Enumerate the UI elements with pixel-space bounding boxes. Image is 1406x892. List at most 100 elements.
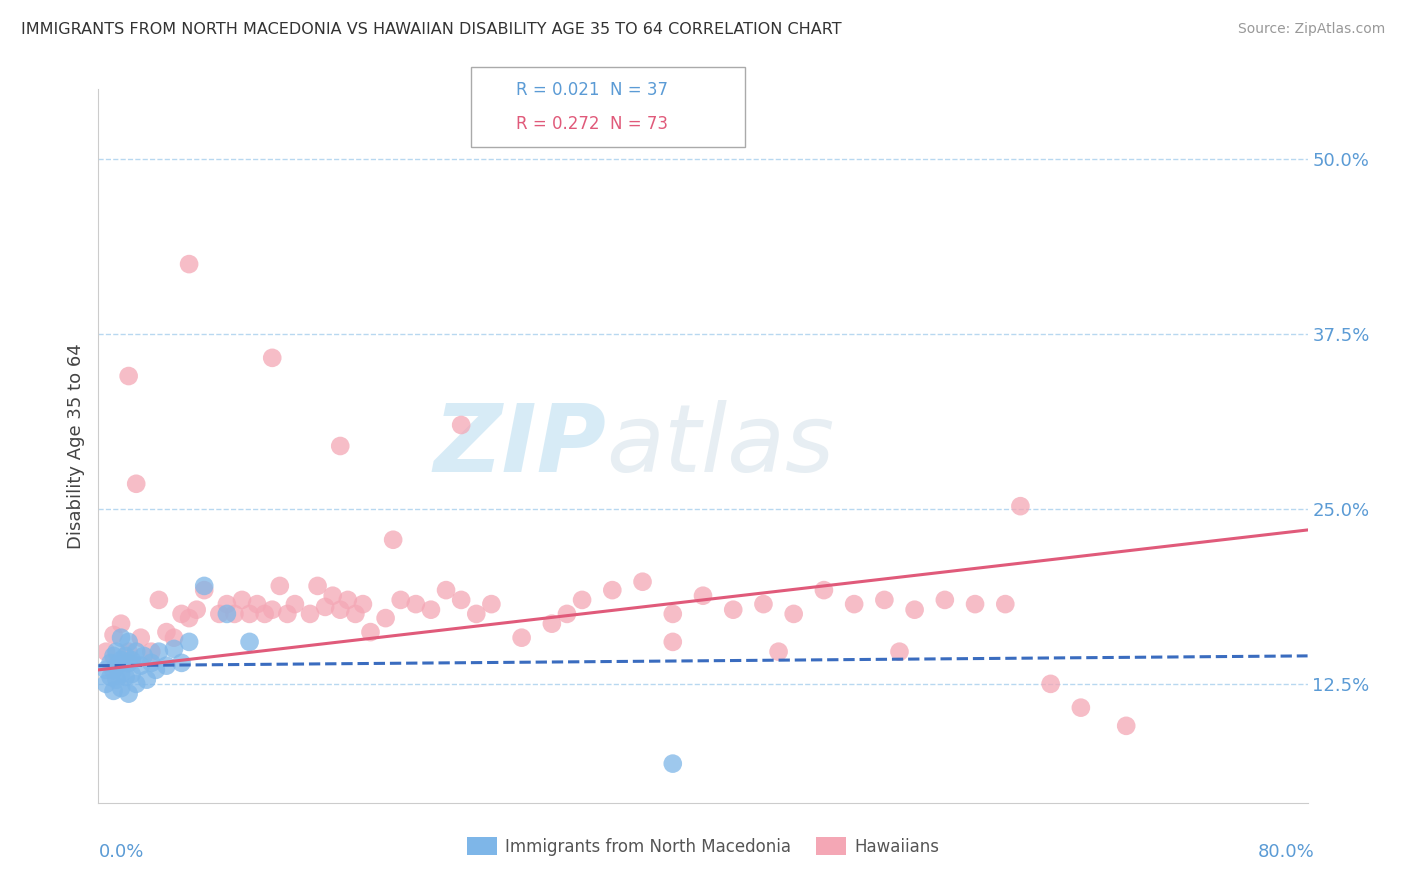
Point: [262, 603, 284, 617]
Point: [571, 593, 593, 607]
Point: [434, 583, 457, 598]
Point: [661, 607, 683, 621]
Point: [110, 631, 132, 645]
Point: [193, 579, 215, 593]
Point: [114, 648, 136, 663]
Point: [110, 653, 132, 667]
Point: [231, 593, 253, 607]
Y-axis label: Disability Age 35 to 64: Disability Age 35 to 64: [66, 343, 84, 549]
Point: [125, 677, 148, 691]
Point: [661, 635, 683, 649]
Point: [352, 597, 374, 611]
Point: [314, 599, 336, 614]
Text: 80.0%: 80.0%: [1258, 843, 1315, 861]
Text: IMMIGRANTS FROM NORTH MACEDONIA VS HAWAIIAN DISABILITY AGE 35 TO 64 CORRELATION : IMMIGRANTS FROM NORTH MACEDONIA VS HAWAI…: [21, 22, 842, 37]
Point: [555, 607, 578, 621]
Point: [239, 635, 262, 649]
Point: [118, 369, 141, 384]
Point: [405, 597, 427, 611]
Point: [118, 635, 141, 649]
Point: [103, 684, 125, 698]
Point: [336, 593, 359, 607]
Point: [420, 603, 443, 617]
Point: [129, 631, 152, 645]
Point: [481, 597, 503, 611]
Point: [389, 593, 412, 607]
Point: [994, 597, 1017, 611]
Point: [322, 589, 344, 603]
Point: [193, 583, 215, 598]
Point: [155, 625, 177, 640]
Point: [965, 597, 987, 611]
Point: [103, 628, 125, 642]
Point: [121, 653, 143, 667]
Point: [132, 648, 155, 663]
Point: [118, 645, 141, 659]
Point: [631, 574, 654, 589]
Point: [1115, 719, 1137, 733]
Point: [110, 681, 132, 695]
Point: [246, 597, 269, 611]
Text: ZIP: ZIP: [433, 400, 606, 492]
Text: Source: ZipAtlas.com: Source: ZipAtlas.com: [1237, 22, 1385, 37]
Point: [224, 607, 246, 621]
Point: [94, 663, 117, 677]
Point: [253, 607, 276, 621]
Point: [121, 667, 143, 681]
Point: [110, 616, 132, 631]
Point: [692, 589, 714, 603]
Point: [135, 673, 157, 687]
Point: [179, 611, 201, 625]
Point: [105, 645, 128, 659]
Point: [783, 607, 806, 621]
Point: [110, 667, 132, 681]
Text: R = 0.272  N = 73: R = 0.272 N = 73: [516, 115, 668, 133]
Point: [768, 645, 790, 659]
Point: [723, 603, 745, 617]
Text: atlas: atlas: [606, 401, 835, 491]
Point: [844, 597, 866, 611]
Point: [329, 603, 352, 617]
Point: [1039, 677, 1062, 691]
Point: [94, 677, 117, 691]
Point: [114, 670, 136, 684]
Point: [934, 593, 956, 607]
Point: [186, 603, 208, 617]
Point: [510, 631, 533, 645]
Point: [889, 645, 911, 659]
Point: [307, 579, 329, 593]
Point: [374, 611, 396, 625]
Point: [284, 597, 307, 611]
Legend: Immigrants from North Macedonia, Hawaiians: Immigrants from North Macedonia, Hawaiia…: [460, 830, 946, 863]
Point: [141, 645, 163, 659]
Point: [118, 656, 141, 670]
Point: [329, 439, 352, 453]
Text: 0.0%: 0.0%: [98, 843, 143, 861]
Point: [163, 631, 186, 645]
Point: [299, 607, 322, 621]
Point: [873, 593, 896, 607]
Point: [752, 597, 775, 611]
Point: [450, 593, 472, 607]
Point: [602, 583, 624, 598]
Point: [100, 656, 122, 670]
Point: [100, 670, 122, 684]
Point: [1070, 700, 1092, 714]
Point: [465, 607, 488, 621]
Point: [163, 641, 186, 656]
Point: [382, 533, 405, 547]
Point: [129, 658, 152, 673]
Point: [103, 663, 125, 677]
Point: [360, 625, 382, 640]
Text: R = 0.021  N = 37: R = 0.021 N = 37: [516, 81, 668, 99]
Point: [904, 603, 927, 617]
Point: [269, 579, 291, 593]
Point: [145, 663, 167, 677]
Point: [344, 607, 367, 621]
Point: [661, 756, 683, 771]
Point: [141, 656, 163, 670]
Point: [105, 673, 128, 687]
Point: [125, 476, 148, 491]
Point: [813, 583, 835, 598]
Point: [540, 616, 562, 631]
